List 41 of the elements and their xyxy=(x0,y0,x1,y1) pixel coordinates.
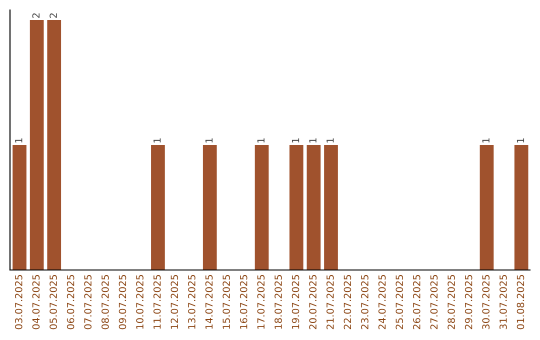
x-tick-label: 12.07.2025 xyxy=(170,275,178,329)
x-tick-label: 09.07.2025 xyxy=(118,275,126,330)
x-tick-label: 18.07.2025 xyxy=(274,275,282,329)
data-label: 1 xyxy=(326,138,334,143)
x-tick-label: 01.08.2025 xyxy=(516,275,524,330)
x-tick-label: 19.07.2025 xyxy=(292,275,300,329)
data-label: 1 xyxy=(15,138,22,143)
x-tick-label: 20.07.2025 xyxy=(309,275,317,330)
x-tick-label: 07.07.2025 xyxy=(84,275,92,330)
data-label: 2 xyxy=(32,13,40,18)
x-tick-label: 11.07.2025 xyxy=(153,275,161,329)
x-tick-label: 26.07.2025 xyxy=(412,275,420,330)
data-label: 1 xyxy=(205,138,213,143)
data-label: 1 xyxy=(309,138,316,143)
x-tick-label: 24.07.2025 xyxy=(378,275,386,330)
x-tick-label: 03.07.2025 xyxy=(14,275,22,330)
data-label: 1 xyxy=(482,138,490,143)
x-tick-label: 28.07.2025 xyxy=(448,275,455,330)
x-tick-label: 22.07.2025 xyxy=(344,275,352,330)
data-label: 1 xyxy=(154,138,161,143)
x-tick-label: 08.07.2025 xyxy=(102,275,109,330)
x-tick-label: 29.07.2025 xyxy=(464,275,472,330)
x-tick-label: 14.07.2025 xyxy=(205,275,213,329)
x-tick-label: 10.07.2025 xyxy=(136,275,144,329)
x-tick-label: 25.07.2025 xyxy=(396,275,404,330)
data-label: 1 xyxy=(292,138,300,143)
x-tick-label: 27.07.2025 xyxy=(430,275,438,330)
x-tick-label: 16.07.2025 xyxy=(240,275,248,329)
x-tick-label: 06.07.2025 xyxy=(66,275,74,330)
x-tick-label: 21.07.2025 xyxy=(326,275,334,330)
x-tick-label: 30.07.2025 xyxy=(482,275,490,330)
x-tick-label: 17.07.2025 xyxy=(257,275,265,329)
x-tick-label: 23.07.2025 xyxy=(361,275,368,330)
x-tick-label: 13.07.2025 xyxy=(188,275,196,329)
data-label: 2 xyxy=(50,13,57,18)
data-label: 1 xyxy=(257,138,264,143)
data-label: 1 xyxy=(516,138,524,143)
x-tick-label: 31.07.2025 xyxy=(500,275,507,330)
x-tick-label: 15.07.2025 xyxy=(222,275,230,329)
x-tick-label: 04.07.2025 xyxy=(32,275,40,330)
x-tick-label: 05.07.2025 xyxy=(50,275,57,330)
